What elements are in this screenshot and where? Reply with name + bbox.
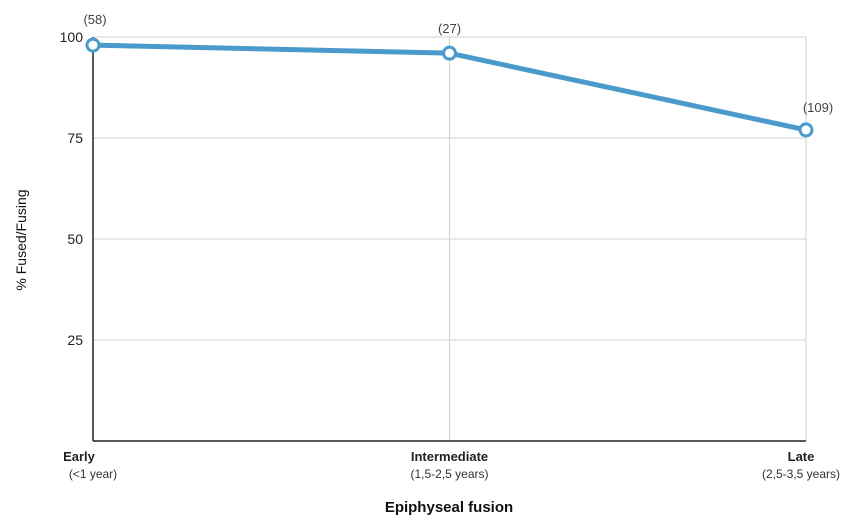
axes — [92, 37, 806, 442]
y-tick-label: 50 — [67, 231, 83, 247]
data-point — [85, 37, 101, 53]
y-tick-label: 75 — [67, 130, 83, 146]
series — [85, 37, 814, 138]
x-category-labels: Early (<1 year) Intermediate (1,5-2,5 years… — [63, 449, 840, 481]
x-category-label: Early — [63, 449, 96, 464]
data-point — [442, 45, 457, 61]
count-label: (27) — [438, 21, 461, 36]
y-axis-title: % Fused/Fusing — [13, 189, 29, 290]
data-point — [798, 122, 814, 138]
x-axis-title: Epiphyseal fusion — [385, 499, 513, 516]
x-category-sublabel: (1,5-2,5 years) — [410, 467, 488, 481]
gridlines — [93, 36, 807, 441]
count-label: (58) — [83, 12, 106, 27]
x-category-label: Late — [788, 449, 815, 464]
y-tick-label: 25 — [67, 332, 83, 348]
y-tick-labels: 25 50 75 100 — [60, 29, 84, 348]
y-tick-label: 100 — [60, 29, 84, 45]
count-labels: (58) (27) (109) — [83, 12, 833, 115]
count-label: (109) — [803, 100, 833, 115]
x-category-label: Intermediate — [411, 449, 488, 464]
x-category-sublabel: (2,5-3,5 years) — [762, 467, 840, 481]
x-category-sublabel: (<1 year) — [69, 467, 117, 481]
